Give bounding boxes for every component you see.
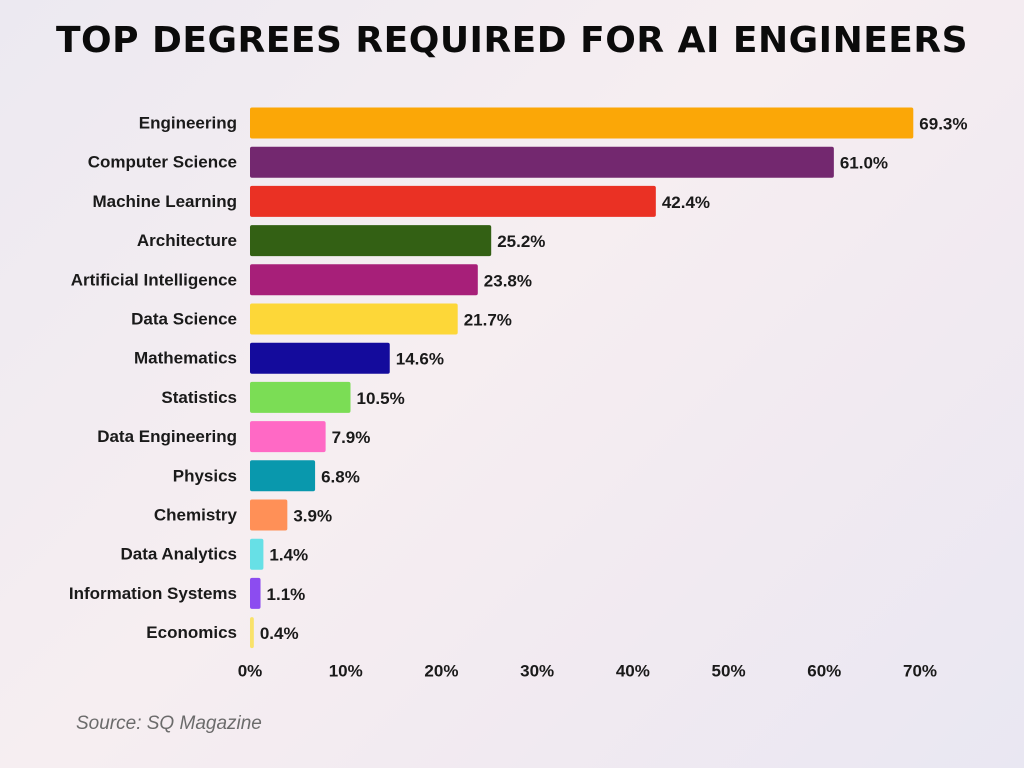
category-label-data-engineering: Data Engineering: [97, 427, 237, 446]
category-label-engineering: Engineering: [139, 114, 237, 133]
value-label-machine-learning: 42.4%: [662, 193, 710, 212]
source-note: Source: SQ Magazine: [76, 713, 262, 734]
value-label-statistics: 10.5%: [357, 389, 405, 408]
category-label-architecture: Architecture: [137, 231, 237, 250]
x-tick-label-30: 30%: [520, 662, 554, 681]
value-label-data-analytics: 1.4%: [269, 546, 308, 565]
category-label-computer-science: Computer Science: [88, 153, 237, 172]
x-tick-label-40: 40%: [616, 662, 650, 681]
value-label-data-engineering: 7.9%: [332, 428, 371, 447]
x-tick-label-20: 20%: [424, 662, 458, 681]
category-label-statistics: Statistics: [161, 388, 237, 407]
bar-mathematics: [250, 342, 390, 374]
category-label-economics: Economics: [146, 623, 237, 642]
bar-artificial-intelligence: [250, 264, 478, 296]
bar-architecture: [250, 225, 492, 257]
category-label-data-analytics: Data Analytics: [120, 545, 237, 564]
value-label-chemistry: 3.9%: [293, 507, 332, 526]
x-tick-label-50: 50%: [712, 662, 746, 681]
value-label-information-systems: 1.1%: [267, 585, 306, 604]
category-label-physics: Physics: [173, 466, 237, 485]
value-label-architecture: 25.2%: [497, 232, 545, 251]
x-tick-label-0: 0%: [238, 662, 263, 681]
bar-data-engineering: [250, 421, 326, 453]
bar-chemistry: [250, 499, 288, 531]
x-tick-label-70: 70%: [903, 662, 937, 681]
bar-physics: [250, 460, 316, 492]
bar-machine-learning: [250, 185, 656, 217]
bar-economics: [250, 617, 254, 649]
value-label-data-science: 21.7%: [464, 311, 512, 330]
bar-data-analytics: [250, 538, 264, 570]
bar-computer-science: [250, 146, 834, 178]
bar-information-systems: [250, 577, 261, 609]
value-label-engineering: 69.3%: [919, 115, 967, 134]
category-label-information-systems: Information Systems: [69, 584, 237, 603]
category-label-chemistry: Chemistry: [154, 506, 238, 525]
value-label-computer-science: 61.0%: [840, 154, 888, 173]
category-label-mathematics: Mathematics: [134, 349, 237, 368]
bar-data-science: [250, 303, 458, 335]
x-tick-label-10: 10%: [329, 662, 363, 681]
value-label-economics: 0.4%: [260, 624, 299, 643]
category-label-data-science: Data Science: [131, 310, 237, 329]
value-label-mathematics: 14.6%: [396, 350, 444, 369]
bar-statistics: [250, 381, 351, 413]
value-label-artificial-intelligence: 23.8%: [484, 271, 532, 290]
bar-engineering: [250, 107, 914, 139]
x-tick-label-60: 60%: [807, 662, 841, 681]
chart-title: TOP DEGREES REQUIRED FOR AI ENGINEERS: [55, 20, 969, 61]
category-label-machine-learning: Machine Learning: [92, 192, 237, 211]
value-label-physics: 6.8%: [321, 467, 360, 486]
category-label-artificial-intelligence: Artificial Intelligence: [71, 270, 237, 289]
